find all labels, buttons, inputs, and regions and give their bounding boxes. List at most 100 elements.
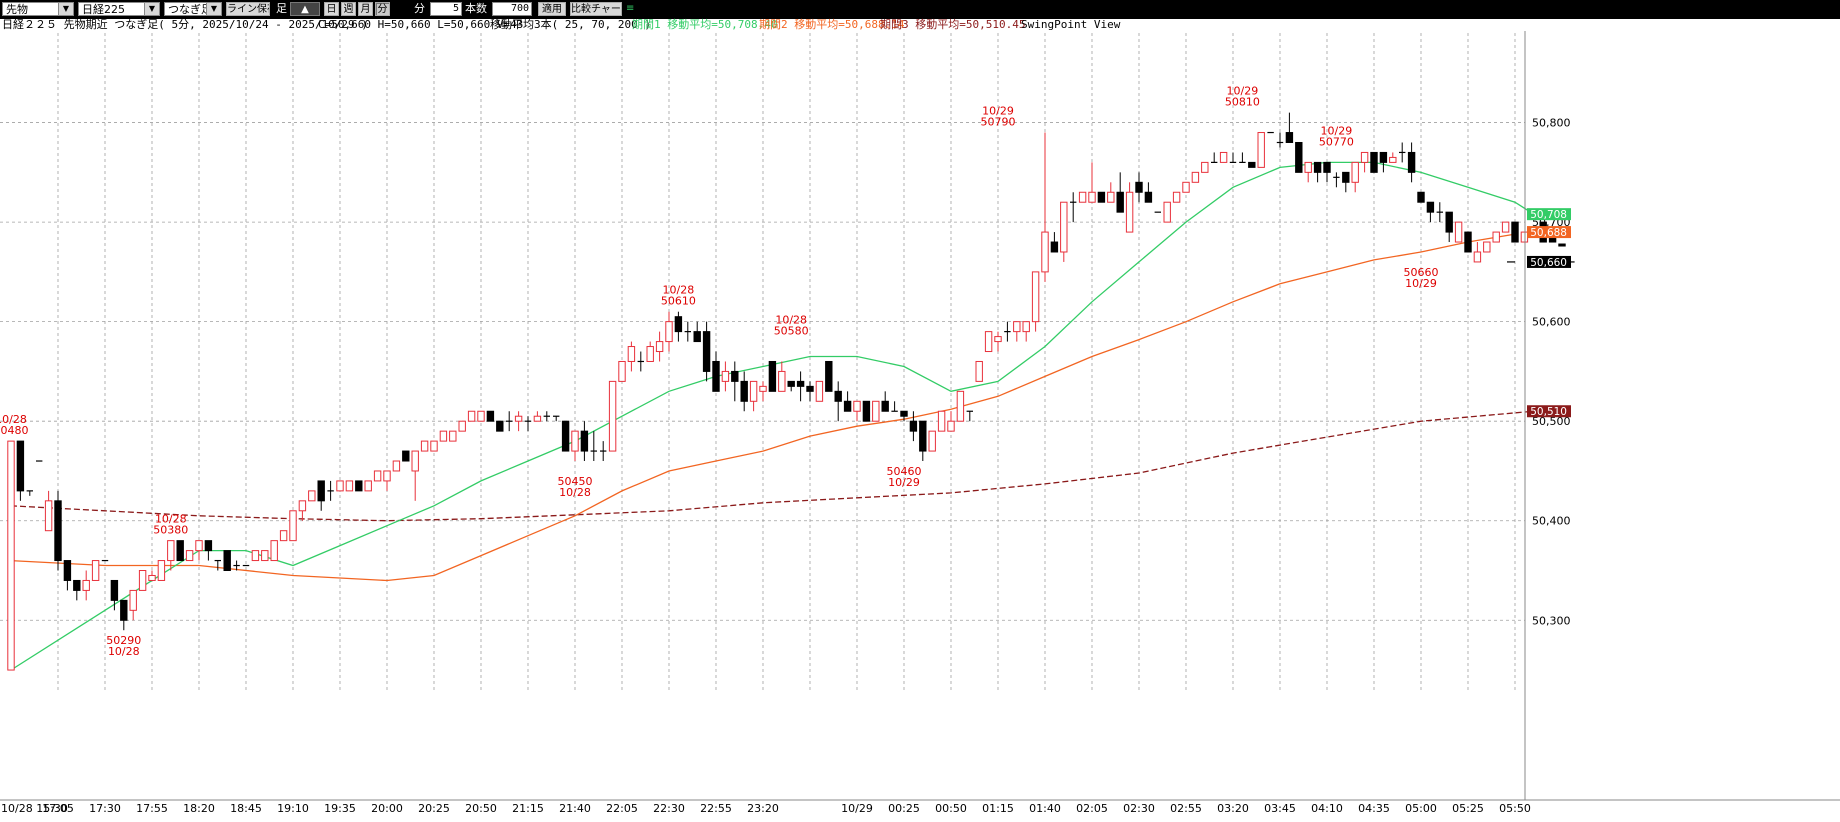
swing-point-text: 10/29 bbox=[1405, 277, 1437, 290]
candle-body bbox=[655, 341, 664, 353]
chart-grid bbox=[0, 33, 1525, 692]
candle bbox=[1399, 142, 1406, 163]
candle-body bbox=[16, 440, 25, 492]
market-select[interactable]: 先物 ▼ bbox=[2, 2, 74, 16]
candle-body bbox=[430, 440, 438, 452]
candle-body bbox=[740, 380, 748, 402]
candle-body bbox=[665, 321, 673, 343]
x-tick-label: 20:50 bbox=[465, 802, 497, 815]
period-minute-button[interactable]: 分 bbox=[375, 2, 390, 16]
candle bbox=[214, 559, 221, 571]
candle-body bbox=[129, 589, 137, 611]
candle bbox=[477, 410, 485, 422]
candle bbox=[82, 570, 90, 601]
candle bbox=[1031, 271, 1040, 332]
x-tick-label: 00:25 bbox=[888, 802, 920, 815]
candle-body bbox=[420, 440, 429, 452]
candle-body bbox=[900, 410, 908, 417]
candle-body bbox=[336, 480, 344, 492]
candle bbox=[712, 351, 720, 392]
swing-point-text: 10/29 bbox=[1227, 85, 1259, 98]
candle bbox=[834, 381, 842, 422]
swing-point-text: 10/29 bbox=[982, 105, 1014, 118]
x-tick-label: 10/29 bbox=[841, 802, 873, 815]
candle bbox=[674, 311, 683, 342]
candle bbox=[1182, 181, 1190, 193]
period-week-button[interactable]: 週 bbox=[341, 2, 356, 16]
candle-body bbox=[449, 430, 457, 442]
compare-chart-button[interactable]: 比較チャート bbox=[570, 2, 622, 16]
symbol-select[interactable]: 日経225 ▼ bbox=[78, 2, 160, 16]
candle bbox=[1389, 152, 1397, 163]
price-markers: 50,708 50,688 50,660 50,510 bbox=[1507, 208, 1571, 418]
swing-point-text: 50810 bbox=[1225, 96, 1260, 109]
candle bbox=[1078, 191, 1087, 203]
candle bbox=[928, 430, 936, 452]
swing-point-text: 10/29 bbox=[1321, 124, 1353, 137]
candle bbox=[1050, 232, 1059, 253]
candle-body bbox=[486, 410, 495, 422]
price-chart[interactable]: 10/28504805029010/2810/28503805045010/28… bbox=[0, 31, 1840, 822]
candle-body bbox=[984, 331, 993, 353]
x-tick-label: 02:30 bbox=[1123, 802, 1155, 815]
candle-body bbox=[947, 420, 955, 432]
candle bbox=[533, 411, 542, 422]
candle-body bbox=[308, 490, 316, 502]
candle-body bbox=[289, 510, 297, 542]
candle bbox=[721, 361, 730, 392]
apply-button[interactable]: 適用 bbox=[538, 2, 566, 16]
candle-body bbox=[1125, 191, 1134, 233]
candle-body bbox=[1031, 271, 1040, 323]
candle bbox=[891, 401, 898, 412]
x-tick-label: 05:50 bbox=[1499, 802, 1531, 815]
market-select-value: 先物 bbox=[6, 3, 28, 16]
candle bbox=[815, 380, 824, 402]
candle bbox=[1229, 152, 1237, 163]
chart-kind-select[interactable]: つなぎ足 ▼ bbox=[164, 2, 222, 16]
candle-body bbox=[195, 540, 203, 552]
candle bbox=[458, 420, 466, 432]
ashi-label: 足 bbox=[276, 2, 287, 15]
period-day-button[interactable]: 日 bbox=[324, 2, 339, 16]
candle-body bbox=[721, 370, 730, 382]
x-tick-label: 01:40 bbox=[1029, 802, 1061, 815]
candle-body bbox=[608, 380, 617, 452]
candle-body bbox=[731, 370, 739, 382]
candle-body bbox=[383, 470, 391, 482]
candle-body bbox=[561, 420, 570, 452]
ashi-stepper[interactable]: ▲ bbox=[290, 2, 320, 16]
candle bbox=[185, 550, 194, 562]
candle bbox=[308, 490, 316, 502]
candle-body bbox=[618, 360, 626, 382]
x-tick-label: 22:30 bbox=[653, 802, 685, 815]
candle-body bbox=[1501, 221, 1510, 233]
candle bbox=[768, 360, 777, 392]
trend-lines-icon[interactable]: ≡ bbox=[626, 3, 635, 14]
candle bbox=[881, 391, 889, 412]
minute-input[interactable]: 5 bbox=[430, 2, 462, 16]
swing-point-text: 10/28 bbox=[559, 486, 591, 499]
y-tick-label: 50,300 bbox=[1532, 614, 1571, 627]
candle bbox=[759, 381, 767, 402]
candle bbox=[1285, 112, 1294, 143]
swing-point-text: 50790 bbox=[981, 116, 1016, 129]
candle bbox=[1370, 151, 1378, 173]
save-line-button[interactable]: ライン保存 bbox=[226, 2, 270, 16]
price-marker-box bbox=[1527, 226, 1571, 239]
candlesticks bbox=[7, 112, 1575, 671]
price-marker-label: 50,510 bbox=[1530, 406, 1567, 418]
candle bbox=[1276, 132, 1284, 148]
bar-count-input[interactable]: 700 bbox=[492, 2, 532, 16]
candle-body bbox=[439, 430, 448, 442]
price-marker: 50,660 bbox=[1527, 255, 1571, 269]
period-month-button[interactable]: 月 bbox=[358, 2, 373, 16]
candle-body bbox=[1473, 251, 1482, 263]
candle bbox=[449, 430, 457, 442]
candle bbox=[496, 420, 504, 432]
chevron-down-icon: ▼ bbox=[206, 3, 221, 15]
candle-body bbox=[54, 500, 62, 562]
